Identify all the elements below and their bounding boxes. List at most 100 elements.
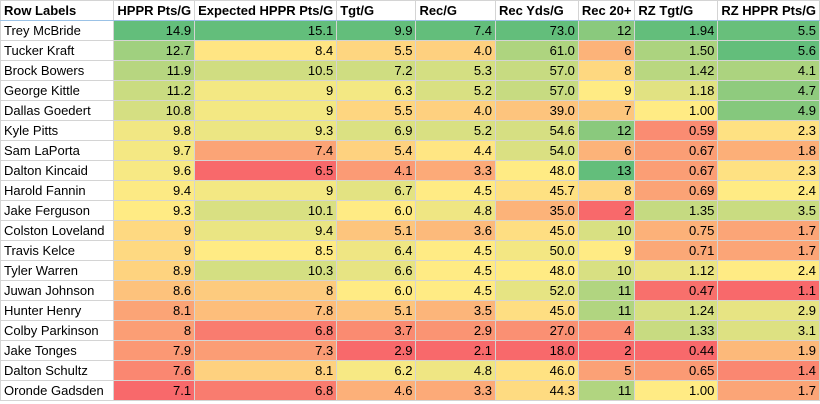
value-cell[interactable]: 3.6 xyxy=(415,220,496,241)
value-cell[interactable]: 4.5 xyxy=(415,180,496,201)
value-cell[interactable]: 54.6 xyxy=(495,120,579,141)
row-label-cell[interactable]: Brock Bowers xyxy=(0,60,115,81)
value-cell[interactable]: 6.7 xyxy=(336,180,417,201)
value-cell[interactable]: 44.3 xyxy=(495,380,579,401)
value-cell[interactable]: 0.67 xyxy=(634,140,719,161)
value-cell[interactable]: 1.7 xyxy=(717,380,820,401)
value-cell[interactable]: 61.0 xyxy=(495,40,579,61)
value-cell[interactable]: 1.42 xyxy=(634,60,719,81)
row-label-cell[interactable]: Oronde Gadsden xyxy=(0,380,115,401)
header-rz-targets-per-game[interactable]: RZ Tgt/G xyxy=(634,0,719,21)
value-cell[interactable]: 18.0 xyxy=(495,340,579,361)
row-label-cell[interactable]: Jake Tonges xyxy=(0,340,115,361)
value-cell[interactable]: 11 xyxy=(577,280,636,301)
value-cell[interactable]: 2.9 xyxy=(717,300,820,321)
value-cell[interactable]: 4.4 xyxy=(415,140,496,161)
row-label-cell[interactable]: Hunter Henry xyxy=(0,300,115,321)
value-cell[interactable]: 4.5 xyxy=(415,260,496,281)
header-rz-hppr-pts-per-game[interactable]: RZ HPPR Pts/G xyxy=(717,0,820,21)
value-cell[interactable]: 0.75 xyxy=(634,220,719,241)
value-cell[interactable]: 1.94 xyxy=(634,20,719,41)
value-cell[interactable]: 8.4 xyxy=(194,40,338,61)
value-cell[interactable]: 48.0 xyxy=(495,260,579,281)
value-cell[interactable]: 0.44 xyxy=(634,340,719,361)
value-cell[interactable]: 1.12 xyxy=(634,260,719,281)
value-cell[interactable]: 10 xyxy=(577,260,636,281)
value-cell[interactable]: 3.3 xyxy=(415,380,496,401)
value-cell[interactable]: 2.3 xyxy=(717,160,820,181)
value-cell[interactable]: 1.35 xyxy=(634,200,719,221)
value-cell[interactable]: 7.1 xyxy=(113,380,196,401)
value-cell[interactable]: 9.6 xyxy=(113,160,196,181)
value-cell[interactable]: 9 xyxy=(194,80,338,101)
value-cell[interactable]: 2 xyxy=(577,200,636,221)
value-cell[interactable]: 4 xyxy=(577,320,636,341)
value-cell[interactable]: 5 xyxy=(577,360,636,381)
header-rec-yards-per-game[interactable]: Rec Yds/G xyxy=(495,0,579,21)
value-cell[interactable]: 13 xyxy=(577,160,636,181)
header-targets-per-game[interactable]: Tgt/G xyxy=(336,0,417,21)
value-cell[interactable]: 11.9 xyxy=(113,60,196,81)
value-cell[interactable]: 52.0 xyxy=(495,280,579,301)
value-cell[interactable]: 3.3 xyxy=(415,160,496,181)
value-cell[interactable]: 5.5 xyxy=(717,20,820,41)
value-cell[interactable]: 57.0 xyxy=(495,80,579,101)
value-cell[interactable]: 7.9 xyxy=(113,340,196,361)
header-row-labels[interactable]: Row Labels xyxy=(0,0,115,21)
value-cell[interactable]: 9 xyxy=(113,220,196,241)
value-cell[interactable]: 3.5 xyxy=(415,300,496,321)
value-cell[interactable]: 6.0 xyxy=(336,200,417,221)
value-cell[interactable]: 11 xyxy=(577,380,636,401)
value-cell[interactable]: 3.7 xyxy=(336,320,417,341)
value-cell[interactable]: 5.2 xyxy=(415,80,496,101)
value-cell[interactable]: 12.7 xyxy=(113,40,196,61)
value-cell[interactable]: 5.6 xyxy=(717,40,820,61)
value-cell[interactable]: 7.2 xyxy=(336,60,417,81)
value-cell[interactable]: 8.1 xyxy=(194,360,338,381)
value-cell[interactable]: 4.1 xyxy=(717,60,820,81)
value-cell[interactable]: 9.8 xyxy=(113,120,196,141)
value-cell[interactable]: 6.6 xyxy=(336,260,417,281)
value-cell[interactable]: 11.2 xyxy=(113,80,196,101)
value-cell[interactable]: 6 xyxy=(577,40,636,61)
value-cell[interactable]: 8 xyxy=(577,180,636,201)
value-cell[interactable]: 10.5 xyxy=(194,60,338,81)
value-cell[interactable]: 9.7 xyxy=(113,140,196,161)
value-cell[interactable]: 4.6 xyxy=(336,380,417,401)
value-cell[interactable]: 46.0 xyxy=(495,360,579,381)
value-cell[interactable]: 5.2 xyxy=(415,120,496,141)
row-label-cell[interactable]: Dalton Kincaid xyxy=(0,160,115,181)
value-cell[interactable]: 57.0 xyxy=(495,60,579,81)
value-cell[interactable]: 14.9 xyxy=(113,20,196,41)
value-cell[interactable]: 1.1 xyxy=(717,280,820,301)
value-cell[interactable]: 9 xyxy=(194,180,338,201)
value-cell[interactable]: 1.18 xyxy=(634,80,719,101)
value-cell[interactable]: 54.0 xyxy=(495,140,579,161)
value-cell[interactable]: 1.9 xyxy=(717,340,820,361)
value-cell[interactable]: 3.1 xyxy=(717,320,820,341)
row-label-cell[interactable]: Trey McBride xyxy=(0,20,115,41)
value-cell[interactable]: 0.69 xyxy=(634,180,719,201)
value-cell[interactable]: 7.3 xyxy=(194,340,338,361)
value-cell[interactable]: 4.8 xyxy=(415,200,496,221)
row-label-cell[interactable]: Sam LaPorta xyxy=(0,140,115,161)
value-cell[interactable]: 6.0 xyxy=(336,280,417,301)
value-cell[interactable]: 7 xyxy=(577,100,636,121)
value-cell[interactable]: 2.4 xyxy=(717,180,820,201)
value-cell[interactable]: 6.3 xyxy=(336,80,417,101)
value-cell[interactable]: 6.5 xyxy=(194,160,338,181)
header-rec-20-plus[interactable]: Rec 20+ xyxy=(577,0,636,21)
value-cell[interactable]: 4.9 xyxy=(717,100,820,121)
value-cell[interactable]: 6 xyxy=(577,140,636,161)
value-cell[interactable]: 6.8 xyxy=(194,380,338,401)
value-cell[interactable]: 73.0 xyxy=(495,20,579,41)
header-expected-hppr-pts-per-game[interactable]: Expected HPPR Pts/G xyxy=(194,0,338,21)
row-label-cell[interactable]: Tucker Kraft xyxy=(0,40,115,61)
value-cell[interactable]: 15.1 xyxy=(194,20,338,41)
value-cell[interactable]: 1.24 xyxy=(634,300,719,321)
value-cell[interactable]: 10.8 xyxy=(113,100,196,121)
row-label-cell[interactable]: Travis Kelce xyxy=(0,240,115,261)
value-cell[interactable]: 4.0 xyxy=(415,40,496,61)
value-cell[interactable]: 1.33 xyxy=(634,320,719,341)
value-cell[interactable]: 5.4 xyxy=(336,140,417,161)
